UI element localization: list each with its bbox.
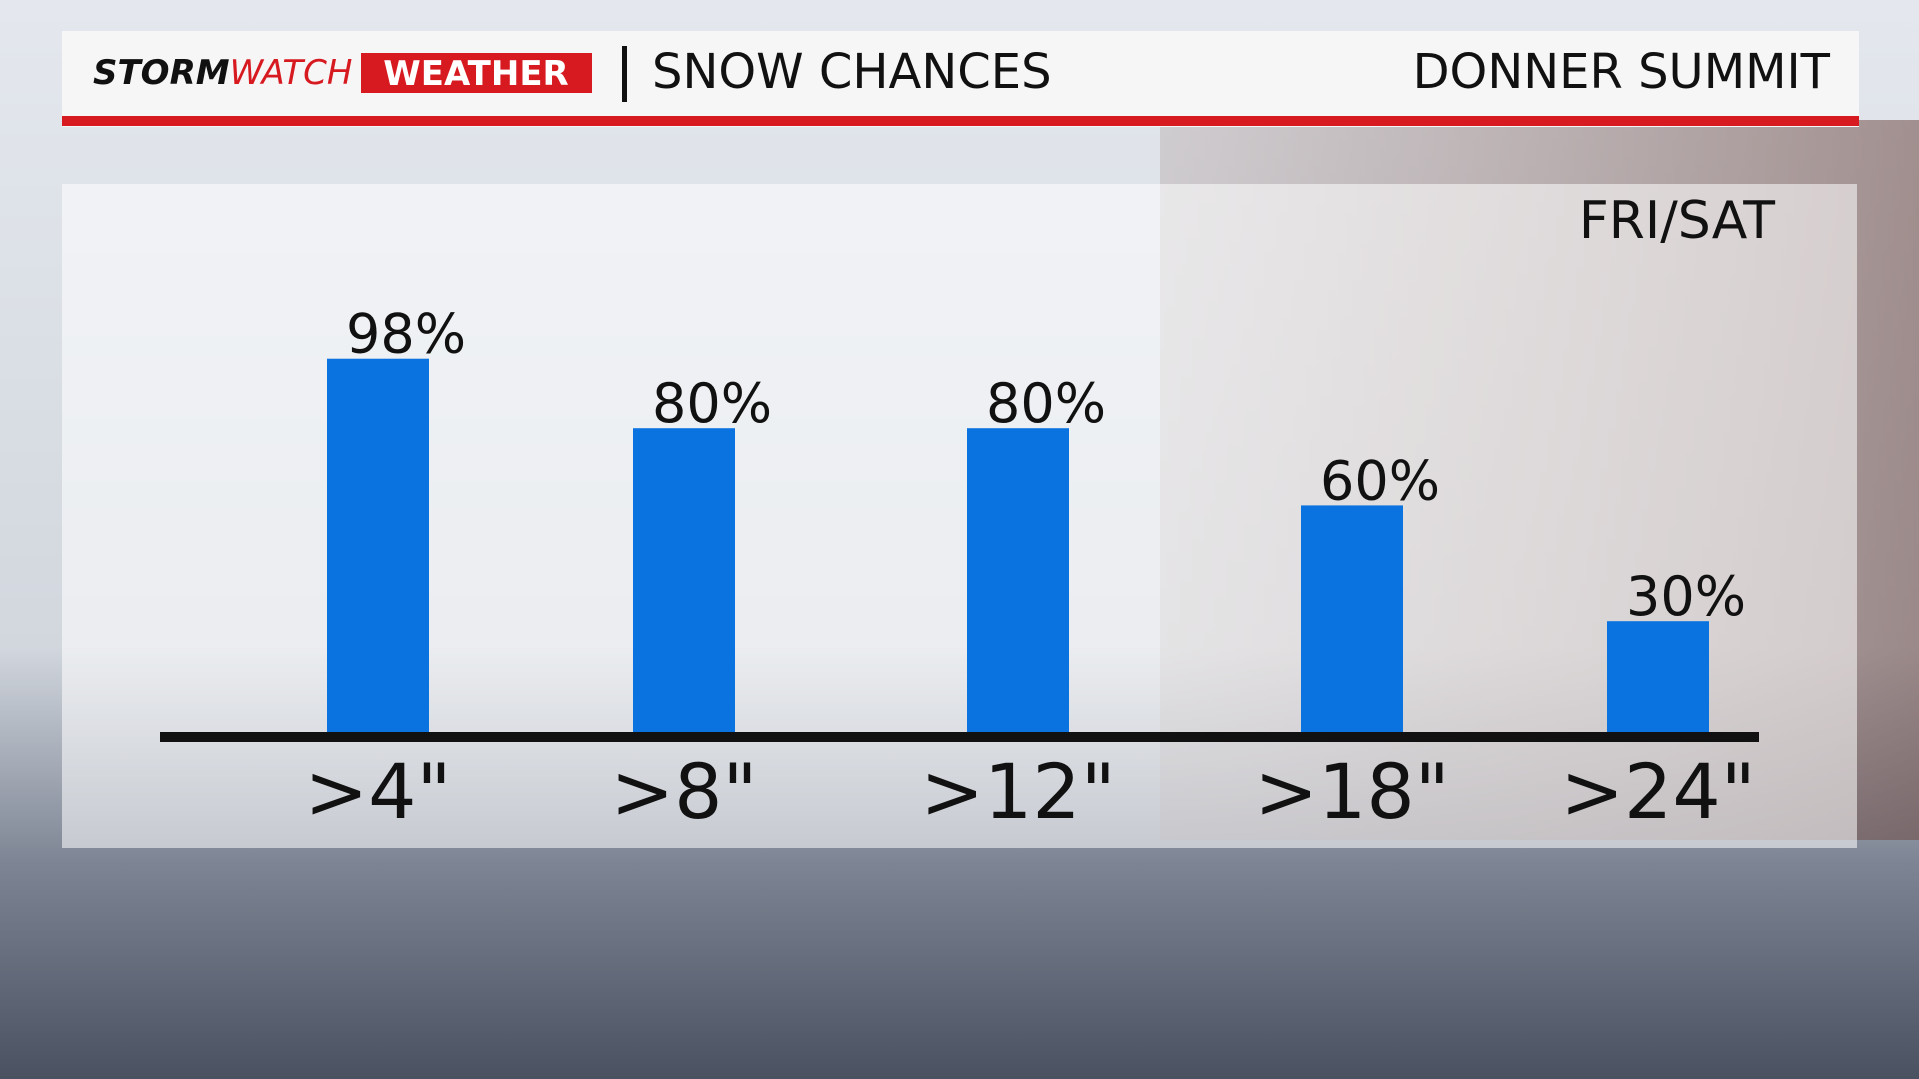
bar bbox=[1607, 621, 1709, 737]
bar bbox=[327, 358, 429, 737]
header-title: SNOW CHANCES bbox=[652, 44, 1052, 100]
value-label: 98% bbox=[346, 303, 466, 366]
category-label: >18" bbox=[1254, 747, 1449, 836]
bar bbox=[1301, 505, 1403, 737]
header-stripe bbox=[62, 116, 1859, 126]
value-label: 60% bbox=[1320, 449, 1440, 512]
category-label: >4" bbox=[305, 747, 452, 836]
category-label: >24" bbox=[1560, 747, 1755, 836]
value-label: 80% bbox=[986, 372, 1106, 435]
baseline bbox=[160, 732, 1759, 742]
bar bbox=[967, 428, 1069, 737]
logo-weather: WEATHER bbox=[383, 54, 568, 94]
logo-storm: STORMWATCH bbox=[93, 53, 352, 93]
logo-box bbox=[361, 53, 592, 93]
header-location: DONNER SUMMIT bbox=[1413, 44, 1831, 100]
bar bbox=[633, 428, 735, 737]
chart-subtitle: FRI/SAT bbox=[1579, 191, 1775, 251]
header-separator bbox=[622, 46, 627, 102]
plot: 98% >4" 80% >8" 80% >12" 60% >18" 30% >24" bbox=[305, 303, 1756, 836]
value-label: 30% bbox=[1626, 565, 1746, 628]
category-label: >12" bbox=[920, 747, 1115, 836]
value-label: 80% bbox=[652, 372, 772, 435]
category-label: >8" bbox=[611, 747, 758, 836]
